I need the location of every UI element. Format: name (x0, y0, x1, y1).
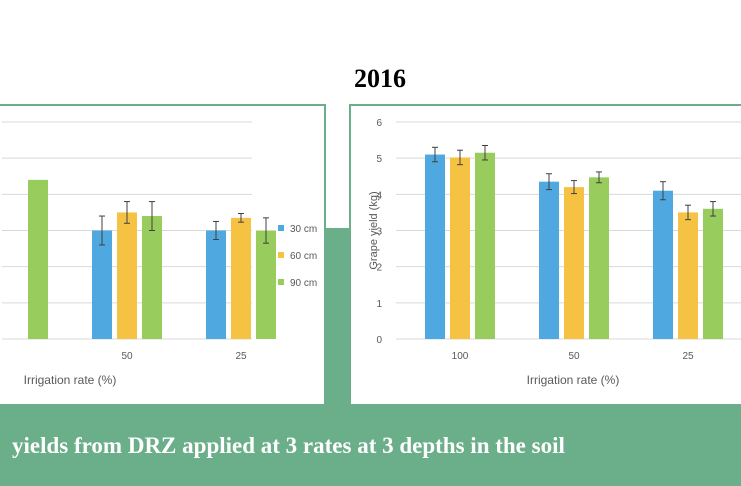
caption-text: yields from DRZ applied at 3 rates at 3 … (12, 433, 565, 458)
bar (206, 230, 226, 339)
year-heading: 2016 (354, 64, 406, 93)
legend-label: 60 cm (290, 251, 317, 262)
bar (142, 216, 162, 339)
error-bar (99, 215, 105, 246)
x-tick-label: 50 (568, 351, 580, 362)
y-tick-label: 2 (376, 263, 382, 274)
legend-swatch (278, 279, 284, 285)
chart-panel-left: 50 25 Irrigation rate (%) 30 cm 60 cm 90 cm (0, 104, 326, 406)
x-axis-label: Irrigation rate (%) (24, 373, 117, 387)
bar (117, 212, 137, 339)
x-tick-label: 25 (235, 351, 247, 362)
y-tick-label: 1 (376, 299, 382, 310)
bar (28, 179, 48, 339)
x-tick-label: 50 (121, 351, 133, 362)
bar (653, 190, 673, 339)
bar (589, 177, 609, 339)
bar (678, 212, 698, 339)
y-tick-label: 0 (376, 335, 382, 346)
y-tick-label: 3 (376, 227, 382, 238)
bar (539, 181, 559, 339)
bar (703, 208, 723, 339)
legend-swatch (278, 252, 284, 258)
y-tick-label: 6 (376, 118, 382, 129)
legend-swatch (278, 225, 284, 231)
caption-bar: yields from DRZ applied at 3 rates at 3 … (0, 406, 741, 486)
legend-label: 30 cm (290, 224, 317, 235)
error-bar (149, 201, 155, 231)
error-bar (571, 180, 577, 195)
error-bar (238, 213, 244, 223)
x-axis-label: Irrigation rate (%) (527, 373, 620, 387)
bar (92, 230, 112, 339)
error-bar (213, 220, 219, 241)
legend-label: 90 cm (290, 278, 317, 289)
y-tick-label: 4 (376, 190, 382, 201)
bar (475, 152, 495, 339)
error-bar (457, 149, 463, 166)
x-tick-label: 25 (682, 351, 694, 362)
chart-left: 50 25 Irrigation rate (%) 30 cm 60 cm 90 cm (2, 121, 317, 387)
error-bar (685, 204, 691, 221)
bar (450, 157, 470, 339)
error-bar (660, 181, 666, 201)
error-bar (124, 201, 130, 224)
error-bar (546, 173, 552, 191)
error-bar (263, 217, 269, 244)
bar (231, 217, 251, 339)
error-bar (482, 145, 488, 161)
x-tick-label: 100 (452, 351, 469, 362)
error-bar (710, 201, 716, 217)
chart-panel-right: 0 1 2 3 4 5 6 100 50 25 Irrigation rate (%) Grape y… (349, 104, 741, 406)
bar (425, 154, 445, 339)
bar (256, 230, 276, 339)
error-bar (596, 171, 602, 184)
y-tick-label: 5 (376, 154, 382, 165)
error-bar (432, 146, 438, 163)
bar (564, 187, 584, 339)
y-axis-label: Grape yield (kg) (368, 191, 380, 269)
chart-right: 0 1 2 3 4 5 6 100 50 25 Irrigation rate (%) Grape y… (368, 118, 741, 387)
